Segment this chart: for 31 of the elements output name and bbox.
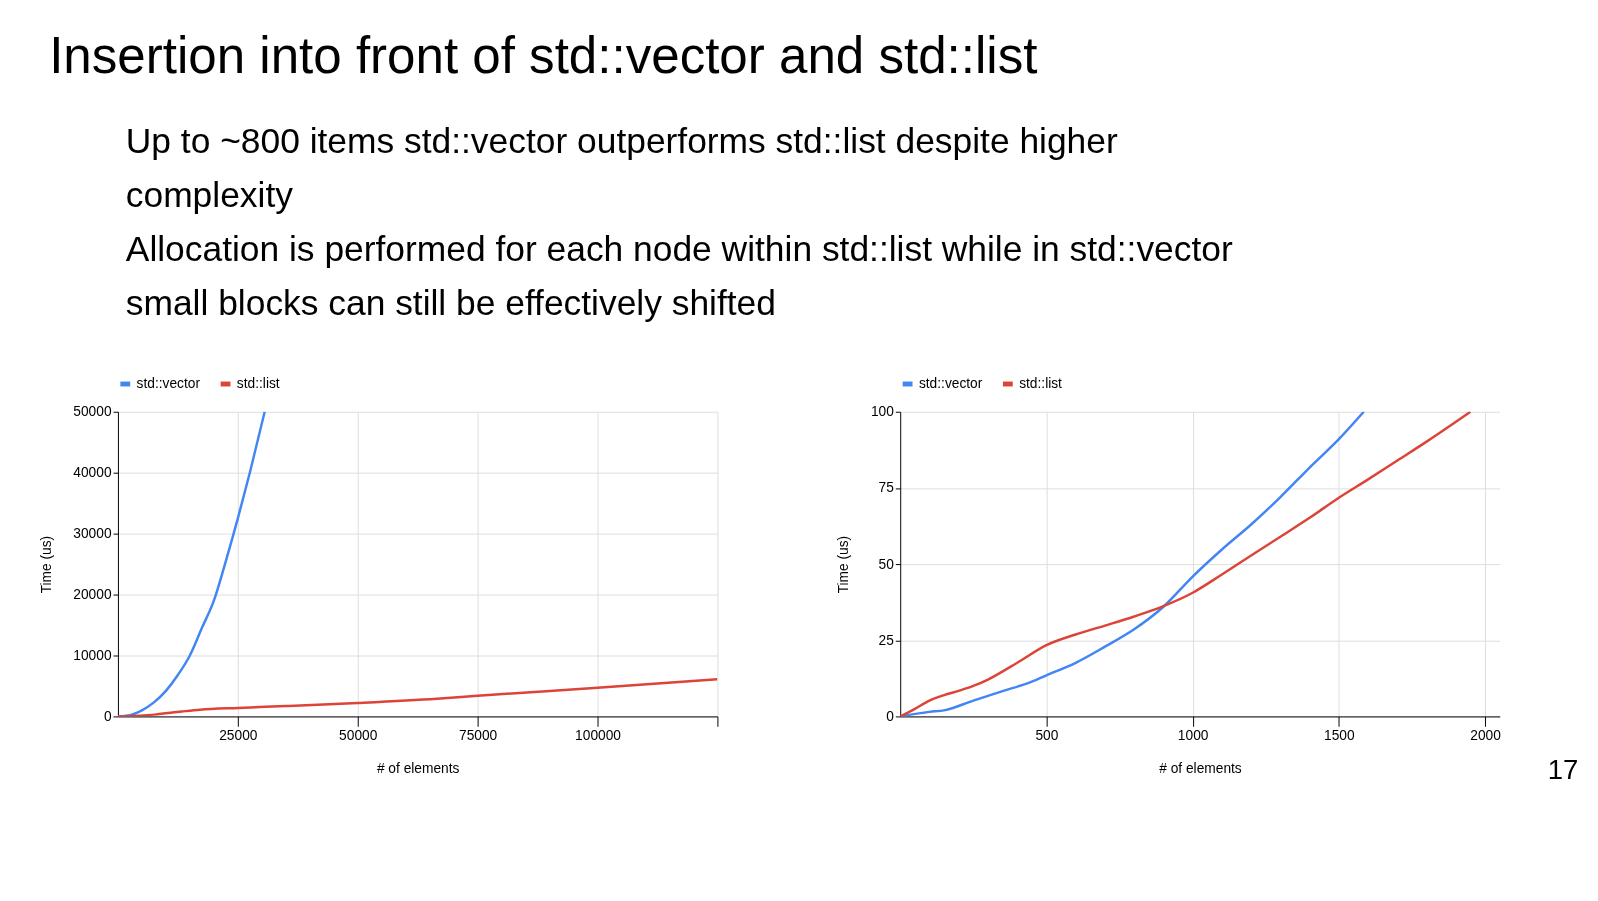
y-tick-label: 50000 — [73, 404, 112, 420]
x-tick-label: 1500 — [1324, 727, 1356, 743]
legend-label: std::list — [1019, 375, 1063, 391]
x-tick-label: 25000 — [219, 727, 258, 743]
text: Allocation is performed for each node within std::list while in std::vector small blocks can still be effectively shifted — [125, 229, 1233, 323]
y-tick-label: 0 — [103, 708, 112, 724]
legend-label: std::vector — [136, 375, 201, 391]
x-tick-label: 50000 — [339, 727, 378, 743]
legend-label: std::vector — [918, 375, 983, 391]
x-axis-title: # of elements — [376, 760, 460, 776]
y-tick-label: 25 — [878, 632, 895, 648]
text: 17 — [1547, 754, 1579, 786]
y-tick-label: 100 — [870, 404, 895, 420]
y-axis-title: Time (us) — [38, 535, 54, 594]
legend-label: std::list — [236, 375, 280, 391]
y-tick-label: 50 — [878, 556, 895, 572]
text: Up to ~800 items std::vector outperforms std::list despite higher complexity — [125, 121, 1118, 215]
text: Insertion into front of std::vector and std::list — [49, 26, 1038, 84]
x-tick-label: 500 — [1035, 727, 1059, 743]
y-tick-label: 40000 — [73, 465, 112, 481]
x-tick-label: 2000 — [1470, 727, 1502, 743]
x-tick-label: 1000 — [1177, 727, 1209, 743]
x-tick-label: 100000 — [575, 727, 622, 743]
y-tick-label: 75 — [878, 480, 895, 496]
y-tick-label: 0 — [886, 708, 895, 724]
y-tick-label: 10000 — [73, 647, 112, 663]
y-axis-title: Time (us) — [836, 535, 852, 594]
y-tick-label: 20000 — [73, 586, 112, 602]
x-tick-label: 75000 — [459, 727, 498, 743]
x-axis-title: # of elements — [1159, 760, 1242, 776]
y-tick-label: 30000 — [73, 526, 112, 542]
